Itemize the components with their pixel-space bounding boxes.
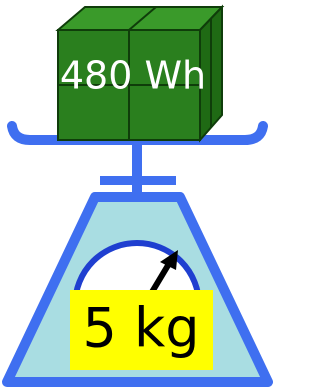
stem-bar [100, 176, 176, 185]
stem [132, 138, 142, 200]
box-label: 480 Wh [60, 54, 206, 98]
weight-label: 5 kg [82, 297, 199, 360]
box-top [58, 7, 222, 30]
illustration: 480 Wh 5 kg [0, 0, 275, 387]
page: 480 Wh 5 kg (() => { const data = JSON.p… [0, 0, 275, 387]
